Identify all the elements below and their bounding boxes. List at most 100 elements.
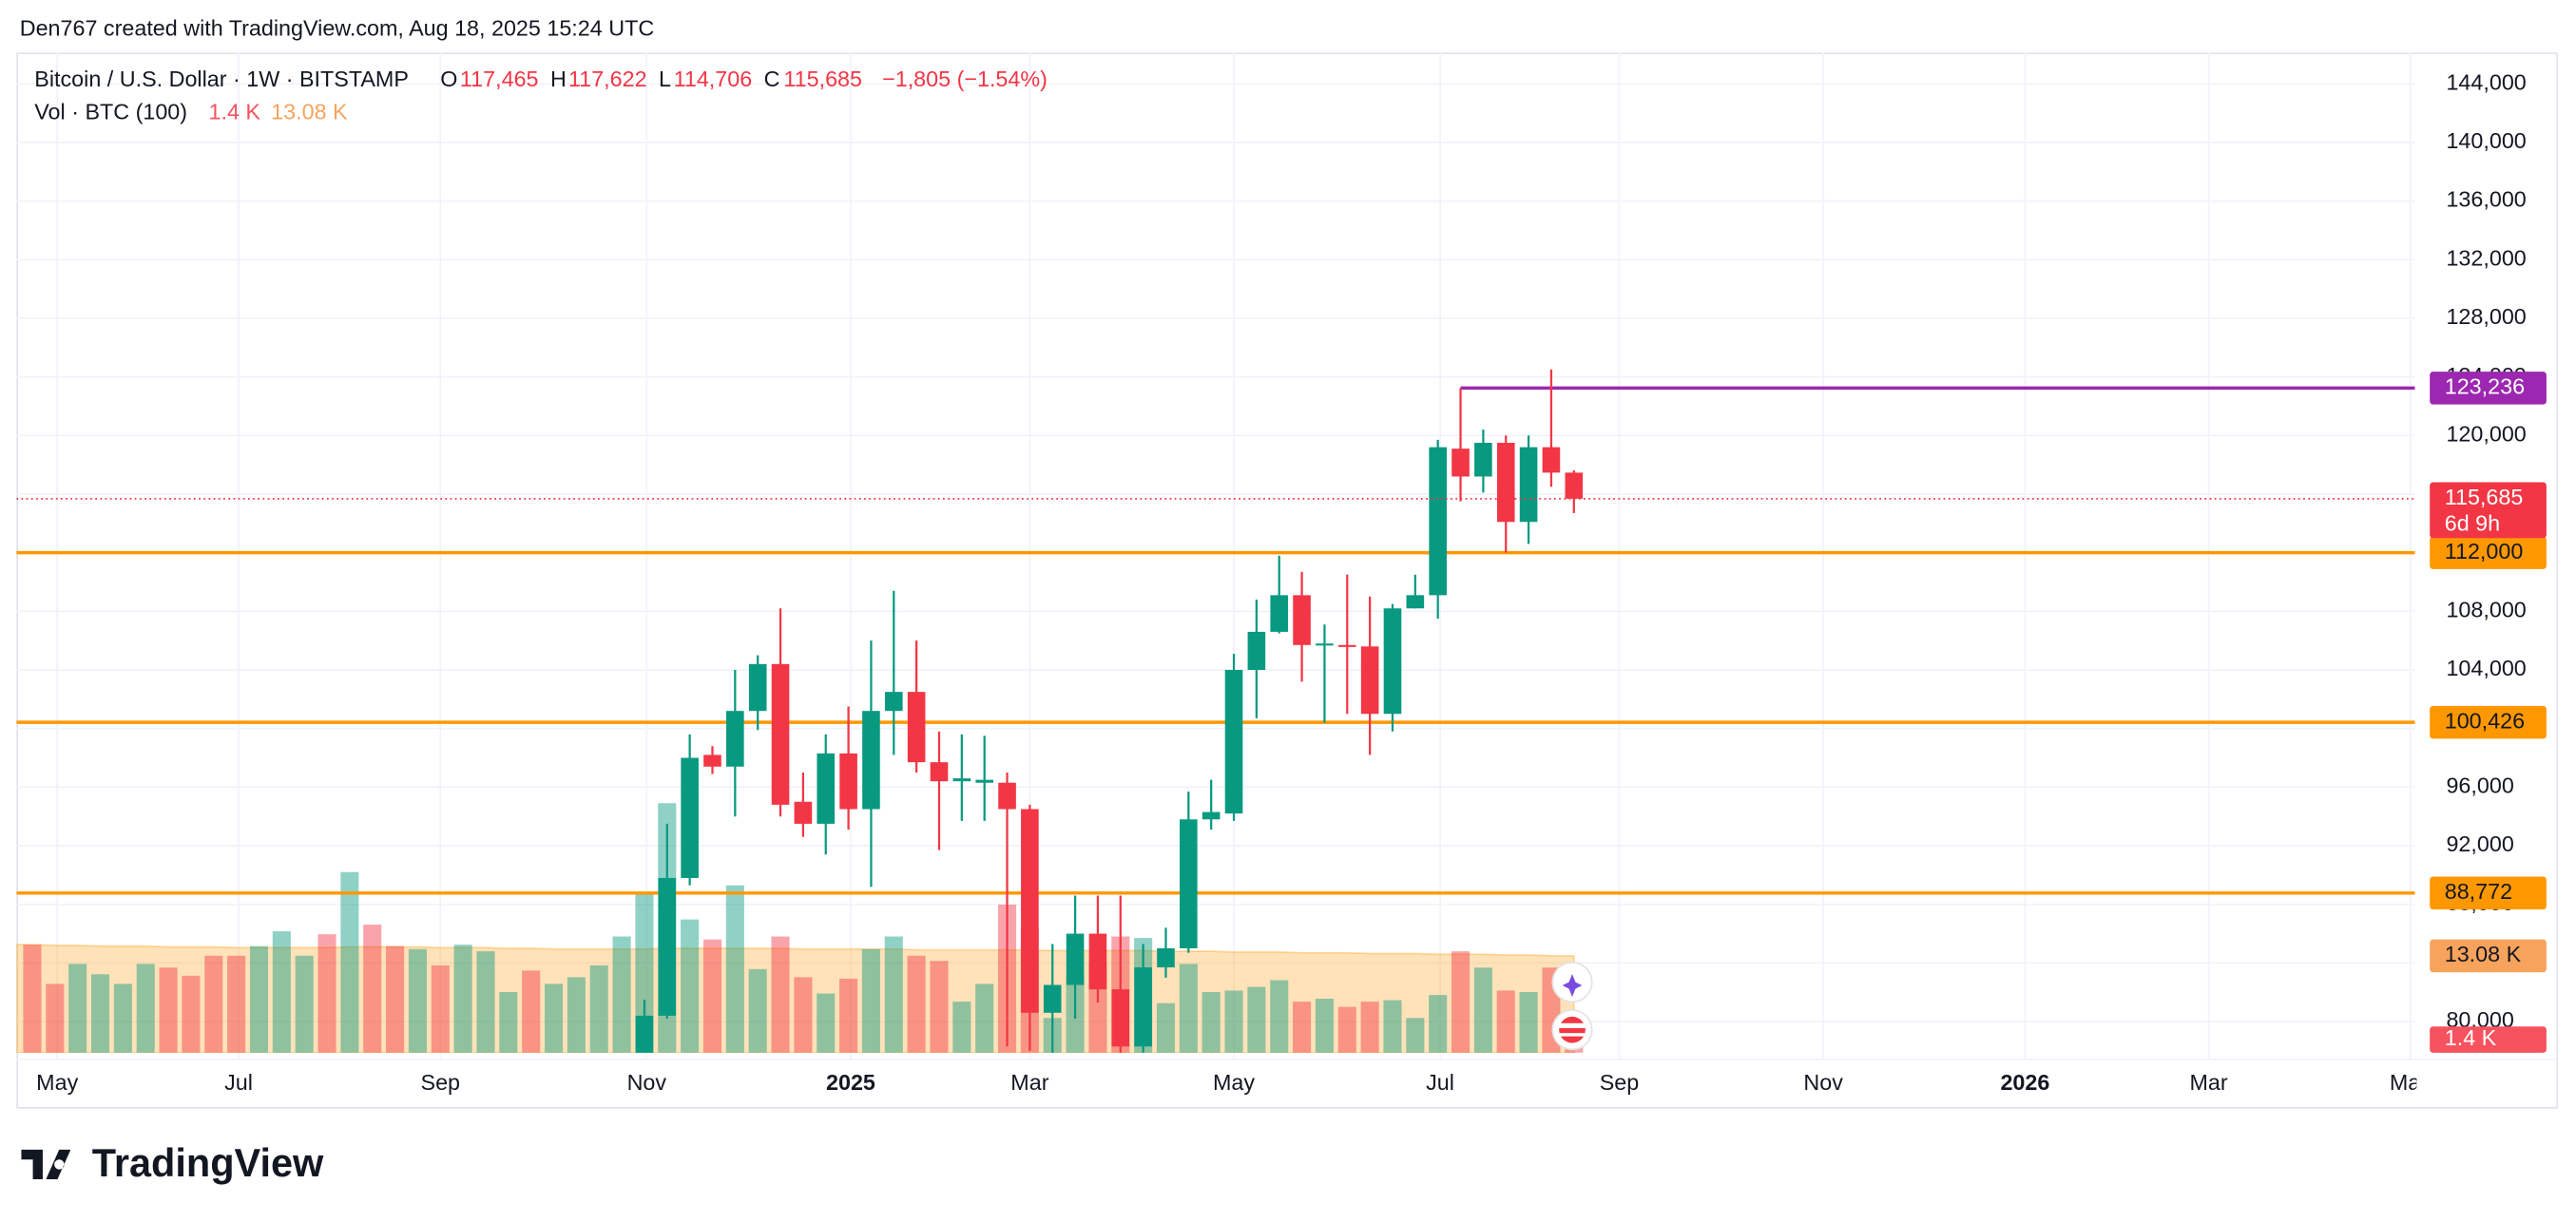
volume-bar — [702, 939, 722, 1053]
x-tick-label: 2025 — [826, 1070, 875, 1095]
last-price-bg — [2430, 482, 2547, 539]
x-tick-label: May — [36, 1070, 78, 1095]
y-tick-label: 140,000 — [2446, 128, 2526, 153]
countdown-label: 6d 9h — [2445, 511, 2500, 536]
volume-bar — [295, 955, 314, 1053]
price-line-label: 88,772 — [2445, 879, 2512, 904]
volume-bar — [612, 936, 631, 1053]
candle-body — [1542, 447, 1561, 473]
x-tick-label: Jul — [224, 1070, 253, 1095]
candle-body — [1043, 984, 1062, 1013]
volume-bar — [1179, 964, 1198, 1053]
volume-ma-label-bg — [2430, 939, 2547, 973]
chart-frame — [16, 52, 2558, 1109]
y-tick-label: 144,000 — [2446, 69, 2526, 94]
volume-bar — [363, 925, 382, 1053]
candle-body — [1474, 442, 1492, 477]
x-tick-label: Sep — [1600, 1070, 1640, 1095]
candle-body — [635, 1015, 654, 1053]
legend-key: L — [659, 67, 671, 91]
candle-body — [862, 711, 880, 810]
volume-bar — [952, 1002, 971, 1053]
volume-bar — [884, 936, 903, 1053]
candle-body — [1111, 989, 1130, 1047]
volume-bar — [476, 951, 495, 1053]
candle-body — [1293, 595, 1311, 645]
legend-value: 115,685 — [783, 67, 862, 91]
price-axis-cover — [2416, 1060, 2557, 1107]
price-line-label-bg — [2430, 876, 2547, 910]
volume-bar — [1156, 1002, 1176, 1053]
candle-body — [771, 663, 790, 805]
icon — [1559, 1022, 1586, 1028]
volume-bar — [1383, 1000, 1402, 1053]
candle-body — [1021, 809, 1039, 1013]
candle-body — [1496, 442, 1515, 523]
volume-bar — [227, 955, 246, 1053]
y-tick-label: 104,000 — [2446, 656, 2526, 680]
volume-bar — [907, 955, 926, 1053]
volume-bar — [589, 964, 608, 1053]
y-tick-label: 136,000 — [2446, 187, 2526, 212]
x-tick-label: Sep — [421, 1070, 461, 1095]
volume-bar — [113, 983, 132, 1053]
candle-body — [1201, 811, 1221, 820]
candle-body — [1565, 472, 1584, 499]
price-line-label: 100,426 — [2445, 708, 2525, 733]
volume-bar — [522, 970, 541, 1053]
volume-bar — [408, 948, 427, 1053]
volume-bar — [1473, 967, 1492, 1053]
volume-bar — [23, 945, 42, 1053]
volume-bar — [249, 945, 269, 1053]
x-tick-label: May — [1213, 1070, 1255, 1095]
icon — [1559, 1016, 1586, 1043]
legend-value: 114,706 — [674, 67, 753, 91]
volume-bar — [136, 964, 155, 1053]
price-axis — [2414, 54, 2557, 1107]
candle-body — [975, 779, 993, 783]
volume-bar — [1519, 992, 1538, 1053]
volume-bar — [431, 964, 450, 1053]
candle-body — [839, 753, 857, 810]
candle-body — [1134, 967, 1152, 1047]
x-tick-label: Nov — [1803, 1070, 1843, 1095]
volume-bar — [1293, 1002, 1312, 1053]
price-line-label-bg — [2430, 372, 2547, 405]
candle-body — [1157, 947, 1175, 968]
candle-body — [703, 754, 721, 767]
candle-body — [1451, 449, 1470, 477]
volume-bar — [90, 974, 110, 1053]
candle-body — [1337, 644, 1356, 647]
volume-label: 1.4 K — [2445, 1025, 2497, 1050]
volume-bar — [272, 931, 291, 1053]
candle-body — [1383, 608, 1402, 715]
candle-body — [1224, 670, 1243, 814]
volume-bar — [499, 992, 518, 1053]
volume-bar — [1270, 980, 1289, 1053]
symbol: Bitcoin / U.S. Dollar · 1W · BITSTAMP — [34, 67, 409, 91]
volume-ma-label: 13.08 K — [2445, 942, 2522, 966]
attribution: Den767 created with TradingView.com, Aug… — [20, 15, 654, 40]
candle-body — [1270, 595, 1289, 632]
volume-bar — [317, 934, 336, 1053]
legend: Bitcoin / U.S. Dollar · 1W · BITSTAMP O … — [34, 67, 1048, 124]
candle-body — [681, 757, 699, 878]
volume-bar — [861, 948, 880, 1053]
candle-body — [998, 782, 1016, 810]
volume-bar — [771, 936, 790, 1053]
icon — [1562, 973, 1583, 998]
y-tick-label: 128,000 — [2446, 304, 2526, 329]
volume-bar — [930, 961, 949, 1053]
y-tick-label: 132,000 — [2446, 245, 2526, 270]
volume-bar — [839, 978, 858, 1053]
legend-value: 117,465 — [460, 67, 539, 91]
volume-bar — [1429, 995, 1448, 1053]
volume-bar — [159, 967, 178, 1053]
x-tick-label: Mar — [2189, 1070, 2227, 1095]
volume-name: Vol · BTC (100) — [34, 99, 187, 124]
volume-bar — [748, 968, 767, 1053]
volume-bar — [1315, 999, 1334, 1053]
volume-bar — [46, 983, 65, 1053]
legend-key: H — [550, 67, 567, 91]
